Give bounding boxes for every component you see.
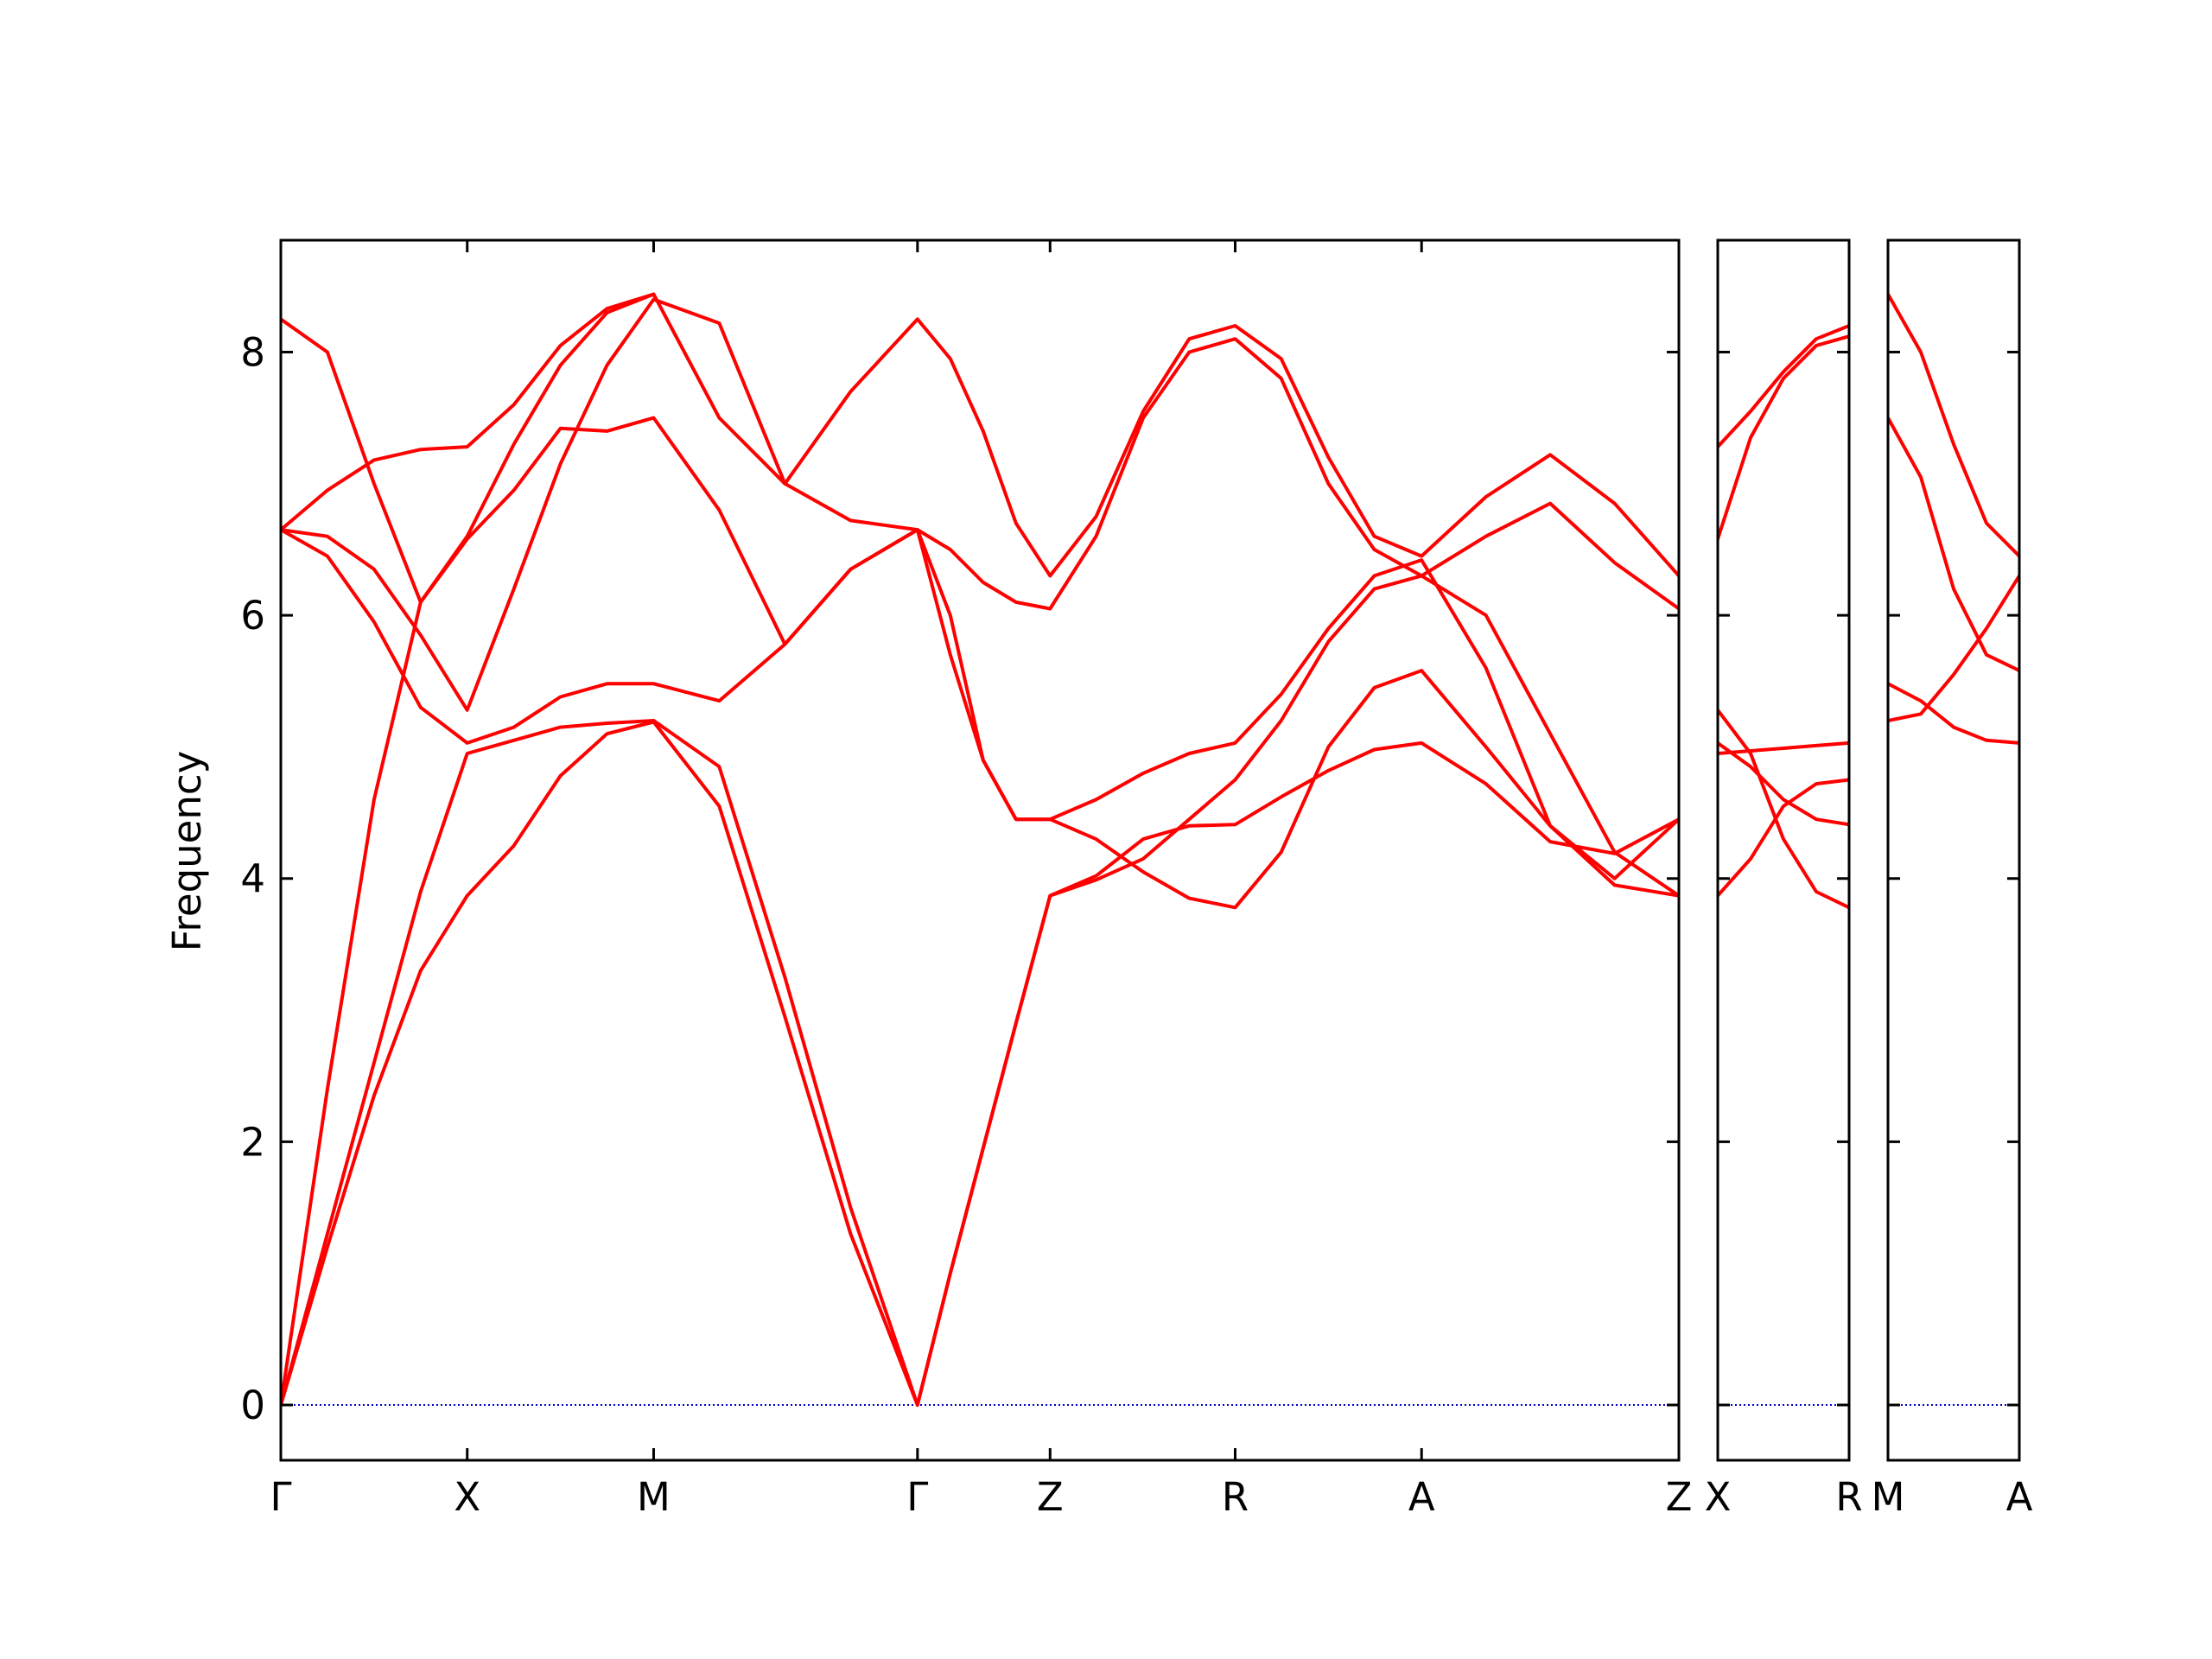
band-6 <box>1718 324 1849 449</box>
band-3 <box>1888 416 2019 673</box>
band-6 <box>281 292 1679 604</box>
panel-content <box>1718 324 1849 1407</box>
y-axis-label: Frequency <box>164 751 210 951</box>
band-2 <box>281 574 1679 1407</box>
band-4 <box>1888 292 2019 558</box>
y-tick-label: 0 <box>240 1382 265 1428</box>
panel-frame <box>1886 238 2021 1462</box>
band-2 <box>1888 682 2019 745</box>
x-tick-label: Γ <box>906 1474 928 1520</box>
panel-frame <box>1716 238 1851 1462</box>
x-tick-label: X <box>1705 1474 1732 1520</box>
y-tick-label: 6 <box>240 593 265 639</box>
y-tick-label: 2 <box>240 1119 265 1165</box>
band-5 <box>281 297 1679 712</box>
band-4 <box>1718 708 1849 910</box>
panel-content <box>1888 292 2019 1407</box>
band-1 <box>1718 778 1849 898</box>
x-tick-label: M <box>637 1474 671 1520</box>
panel-content <box>281 292 1679 1407</box>
band-3 <box>1718 741 1849 827</box>
panel-frame <box>279 238 1681 1462</box>
panel-1: Γ X M Γ Z R A Z 0 2 4 6 8 <box>240 238 1693 1520</box>
x-tick-label: X <box>454 1474 480 1520</box>
band-1 <box>1888 574 2019 722</box>
band-7 <box>281 292 656 532</box>
band-2 <box>1718 741 1849 755</box>
x-tick-label: Γ <box>270 1474 291 1520</box>
x-tick-label: Z <box>1666 1474 1693 1520</box>
band-4 <box>281 528 1679 880</box>
x-tick-label: R <box>1835 1474 1862 1520</box>
x-tick-label: A <box>1408 1474 1435 1520</box>
x-tick-label: M <box>1872 1474 1905 1520</box>
x-tick-label: R <box>1222 1474 1249 1520</box>
band-5 <box>1718 334 1849 541</box>
x-tick-label: A <box>2006 1474 2033 1520</box>
y-tick-label: 8 <box>240 329 265 375</box>
y-tick-label: 4 <box>240 856 265 902</box>
x-tick-label: Z <box>1037 1474 1064 1520</box>
